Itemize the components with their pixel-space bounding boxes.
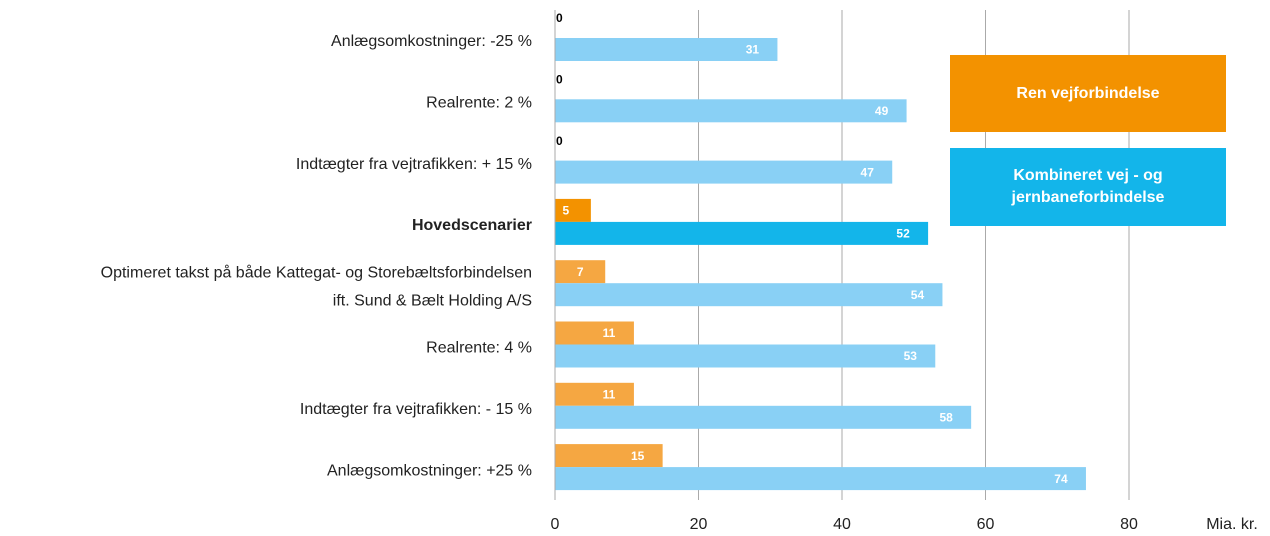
bar: [555, 467, 1086, 491]
category-label: Realrente: 4 %: [426, 340, 532, 357]
category-label: Anlægsomkostninger: -25 %: [331, 33, 532, 50]
category-label: Hovedscenarier: [412, 217, 532, 234]
bar: [555, 321, 634, 345]
value-label: 49: [875, 104, 889, 118]
x-tick-label: 80: [1120, 516, 1138, 533]
category-label: Realrente: 2 %: [426, 95, 532, 112]
bar: [555, 283, 943, 307]
bar: [555, 444, 663, 468]
bar: [555, 198, 591, 222]
value-label: 11: [603, 387, 616, 401]
value-label: 53: [904, 349, 918, 363]
x-tick-label: 60: [977, 516, 995, 533]
category-label: Anlægsomkostninger: +25 %: [327, 462, 532, 479]
x-axis-label: Mia. kr.: [1206, 516, 1258, 533]
bar: [555, 221, 929, 245]
value-label: 47: [861, 165, 875, 179]
value-label: 52: [896, 227, 910, 241]
x-tick-label: 20: [690, 516, 708, 533]
bar: [555, 260, 606, 284]
x-tick-label: 0: [551, 516, 560, 533]
bar: [555, 160, 893, 184]
value-label: 0: [556, 72, 563, 86]
bar: [555, 38, 778, 61]
bar: [555, 344, 936, 368]
value-label: 31: [746, 43, 760, 57]
value-label: 11: [603, 326, 616, 340]
value-label: 0: [556, 11, 563, 25]
category-label: Indtægter fra vejtrafikken: - 15 %: [300, 401, 532, 418]
value-label: 15: [631, 449, 645, 463]
value-label: 58: [939, 410, 953, 424]
bar: [555, 405, 972, 429]
value-label: 0: [556, 134, 563, 148]
category-label: ift. Sund & Bælt Holding A/S: [333, 292, 532, 309]
category-label: Optimeret takst på både Kattegat- og Sto…: [101, 263, 532, 281]
value-label: 74: [1054, 472, 1068, 486]
value-label: 7: [577, 265, 584, 279]
category-label: Indtægter fra vejtrafikken: + 15 %: [296, 156, 532, 173]
value-label: 5: [563, 204, 570, 218]
bar: [555, 382, 634, 406]
x-tick-label: 40: [833, 516, 851, 533]
legend-item: Kombineret vej - og jernbaneforbindelse: [950, 148, 1226, 226]
value-label: 54: [911, 288, 925, 302]
legend-item: Ren vejforbindelse: [950, 55, 1226, 132]
bar: [555, 99, 907, 123]
